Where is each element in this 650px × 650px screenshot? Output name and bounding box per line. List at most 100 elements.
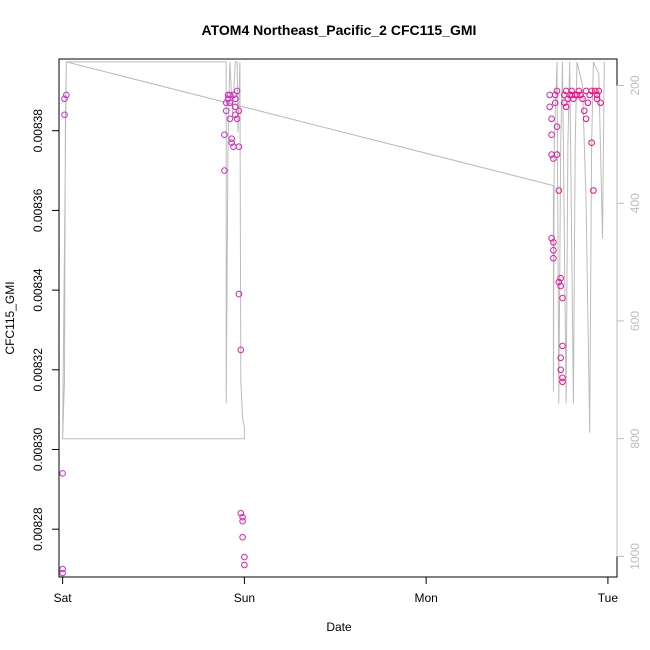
y-tick-label: 0.00828 — [31, 507, 45, 551]
data-point — [226, 99, 234, 107]
data-point — [232, 95, 239, 103]
data-point — [555, 278, 563, 286]
data-point — [559, 294, 566, 302]
data-point — [588, 87, 595, 95]
y2-tick-label: 600 — [628, 311, 642, 331]
data-point — [61, 95, 68, 103]
data-point — [557, 366, 565, 374]
y2-tick-label: 800 — [628, 428, 642, 448]
y-axis-label: CFC115_GMI — [3, 281, 17, 354]
x-axis: Sat Sun Mon Tue — [54, 576, 619, 605]
data-point — [59, 470, 66, 477]
data-point — [221, 131, 228, 138]
data-point — [228, 139, 235, 146]
data-point — [241, 561, 248, 569]
data-point — [586, 91, 594, 99]
data-point — [591, 87, 599, 95]
data-point — [550, 239, 557, 246]
data-point — [553, 151, 561, 158]
data-point — [548, 115, 555, 123]
data-point — [550, 254, 557, 262]
data-point — [63, 91, 70, 99]
chart-title: ATOM4 Northeast_Pacific_2 CFC115_GMI — [202, 22, 477, 38]
x-tick-label: Sun — [234, 591, 255, 605]
y-axis: 0.00828 0.00830 0.00832 0.00834 0.00836 0.008… — [31, 109, 60, 551]
data-point — [237, 509, 245, 517]
data-point — [595, 87, 603, 95]
data-point — [233, 115, 241, 123]
data-point — [559, 342, 566, 350]
pressure-line — [62, 61, 605, 440]
data-point — [235, 107, 243, 115]
y2-axis: 200 400 600 800 1000 — [616, 75, 642, 570]
data-point — [546, 103, 554, 111]
data-point — [584, 99, 592, 107]
data-point — [590, 187, 597, 194]
data-point — [224, 95, 232, 103]
data-point — [559, 374, 566, 382]
data-point — [561, 99, 568, 107]
y-tick-label: 0.00832 — [31, 348, 45, 392]
data-point — [550, 155, 557, 162]
data-point — [557, 282, 565, 290]
y-tick-label: 0.00836 — [31, 188, 45, 232]
y2-tick-label: 1000 — [628, 543, 642, 570]
data-point — [239, 513, 246, 521]
data-point — [577, 91, 584, 99]
x-axis-label: Date — [326, 620, 352, 634]
x-tick-label: Mon — [414, 591, 437, 605]
data-point — [221, 167, 228, 174]
data-point — [557, 274, 565, 282]
data-point — [562, 103, 570, 111]
data-point — [232, 111, 239, 119]
data-point — [570, 95, 577, 103]
data-point — [222, 99, 230, 107]
data-point — [239, 533, 246, 541]
data-point — [550, 247, 557, 254]
data-point — [548, 131, 555, 138]
data-point — [551, 91, 559, 99]
data-point — [582, 115, 590, 123]
data-point — [593, 95, 601, 103]
data-point — [222, 107, 230, 115]
x-tick-label: Tue — [598, 591, 619, 605]
data-point — [61, 111, 68, 119]
data-point — [593, 91, 601, 99]
data-point — [573, 91, 581, 99]
y2-tick-label: 200 — [628, 75, 642, 95]
data-point — [233, 87, 241, 95]
series-layer — [59, 61, 605, 577]
data-point — [555, 187, 563, 194]
y-tick-label: 0.00834 — [31, 268, 45, 312]
data-point — [235, 290, 243, 298]
data-point — [579, 95, 586, 103]
data-point — [237, 346, 245, 354]
data-point — [597, 99, 604, 107]
data-point — [575, 87, 583, 95]
data-point — [235, 143, 243, 150]
data-point — [230, 91, 237, 99]
x-tick-label: Sat — [54, 591, 73, 605]
plot-frame — [58, 58, 618, 578]
data-point — [239, 517, 246, 525]
data-point — [59, 569, 66, 577]
data-point — [588, 139, 595, 146]
data-point — [228, 135, 235, 142]
y-tick-label: 0.00838 — [31, 109, 45, 153]
data-point — [568, 87, 575, 95]
data-point — [59, 565, 66, 573]
y-tick-label: 0.00830 — [31, 427, 45, 471]
data-point — [559, 378, 566, 386]
data-point — [226, 115, 234, 123]
data-point — [551, 99, 559, 107]
data-point — [241, 553, 248, 561]
data-point — [546, 91, 554, 99]
data-point — [557, 354, 565, 362]
data-point — [226, 91, 234, 99]
data-point — [232, 103, 239, 111]
data-point — [548, 235, 555, 242]
data-point — [581, 107, 588, 115]
data-point — [553, 87, 561, 95]
data-point — [553, 123, 561, 130]
